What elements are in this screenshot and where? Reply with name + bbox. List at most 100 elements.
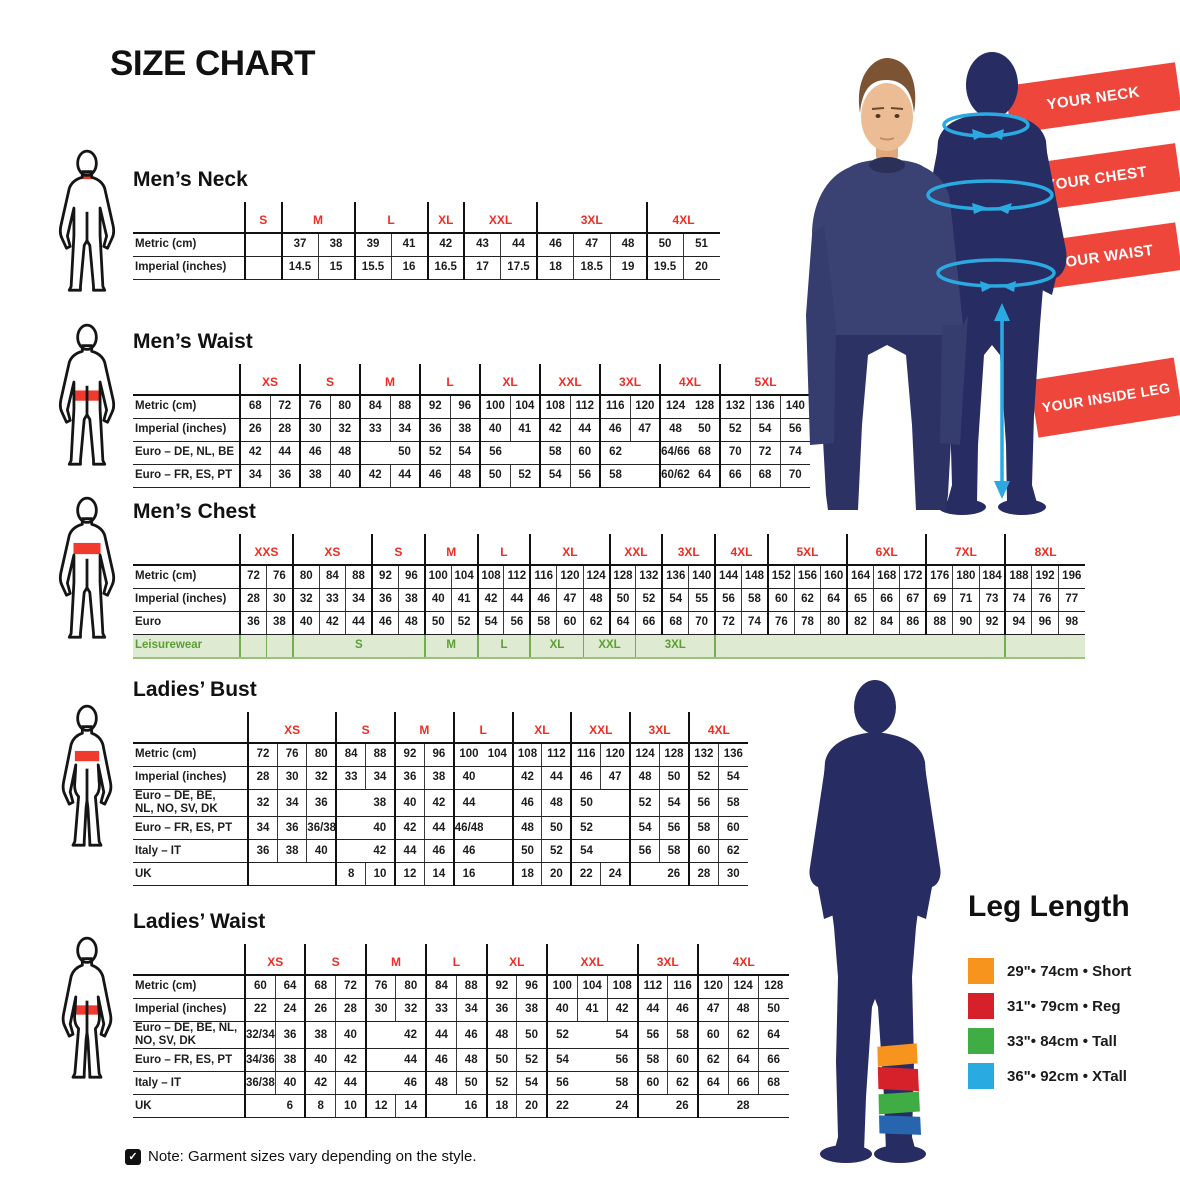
size-cell: 24 — [274, 998, 306, 1022]
size-cell: 172 — [899, 565, 927, 589]
size-cell: 164 — [846, 565, 874, 589]
size-cell: 42 — [511, 766, 542, 790]
size-header: M — [359, 364, 421, 396]
size-cell: 52 — [541, 839, 572, 864]
size-cell: 34 — [455, 998, 487, 1022]
size-cell: 18.5 — [573, 256, 610, 280]
size-cell: 44 — [335, 1071, 366, 1096]
size-cell: 47 — [629, 418, 661, 442]
size-cell: 80 — [291, 565, 320, 589]
size-cell: 56 — [779, 418, 811, 442]
size-cell: 48 — [397, 611, 425, 635]
row-label: Metric (cm) — [133, 395, 240, 419]
size-header-row: XS S M L XL XXL 3XL 4XL — [133, 944, 789, 976]
size-cell: 56 — [569, 464, 601, 488]
size-cell: 92 — [485, 975, 517, 999]
size-cell: 24 — [607, 1094, 638, 1119]
size-header: S — [244, 202, 282, 234]
size-cell: 76 — [766, 611, 795, 635]
size-cell: 42 — [393, 816, 425, 841]
size-header: 7XL — [925, 534, 1006, 566]
size-header: M — [423, 534, 478, 566]
size-cell: 32 — [306, 766, 337, 790]
size-cell: 34 — [247, 816, 278, 841]
measure-arrowheads — [972, 129, 1016, 499]
size-cell: 50 — [485, 1048, 517, 1073]
size-cell: 44 — [395, 1048, 427, 1073]
size-cell: 18 — [485, 1094, 517, 1119]
size-cell: 124 — [659, 395, 691, 419]
size-cell: 66 — [635, 611, 663, 635]
size-cell: 52 — [450, 611, 478, 635]
size-cell — [577, 1094, 608, 1119]
size-cell: 42 — [539, 418, 571, 442]
size-cell: 144 — [714, 565, 742, 589]
size-cell: 38 — [516, 998, 547, 1022]
size-cell: 10 — [335, 1094, 366, 1119]
size-cell: 72 — [335, 975, 366, 999]
table-row: Imperial (inches) 26 28 30 32 33 34 36 38 40 41 42 4… — [133, 418, 811, 442]
size-cell: 46 — [425, 1048, 457, 1073]
size-cell: 60 — [244, 975, 276, 999]
size-cell: 44 — [503, 588, 531, 612]
size-cell: 18 — [511, 862, 542, 887]
size-cell: 36/38 — [306, 816, 337, 841]
size-cell: 33 — [318, 588, 346, 612]
size-cell: 42 — [365, 839, 395, 864]
size-cell — [483, 789, 513, 818]
size-cell: 38 — [304, 1021, 336, 1050]
size-cell: 46 — [529, 588, 557, 612]
size-cell — [696, 1094, 729, 1119]
size-header: L — [425, 944, 487, 976]
size-header: XL — [529, 534, 610, 566]
size-cell: 12 — [364, 1094, 396, 1119]
size-cell: 48 — [727, 998, 759, 1022]
size-cell: 48 — [511, 816, 542, 841]
size-cell: 116 — [599, 395, 631, 419]
size-cell — [483, 862, 513, 887]
size-cell: 16 — [456, 1094, 487, 1119]
size-cell: 60 — [636, 1071, 668, 1096]
size-cell: 30 — [364, 998, 396, 1022]
size-cell: 33 — [425, 998, 457, 1022]
size-cell: 58 — [607, 1071, 638, 1096]
size-header: 3XL — [636, 944, 698, 976]
size-cell: 100 — [423, 565, 452, 589]
size-cell: 34 — [365, 766, 395, 790]
size-header: XS — [291, 534, 372, 566]
table-row: Metric (cm) 37 38 39 41 42 43 44 46 47 48 50 51 — [133, 233, 720, 257]
size-cell: 60/62 — [659, 464, 691, 488]
size-cell: 136 — [749, 395, 781, 419]
size-cell: 50 — [479, 464, 511, 488]
size-cell: 74 — [779, 441, 811, 465]
size-cell: 72 — [714, 611, 742, 635]
size-cell: L — [476, 634, 531, 659]
size-cell: 46 — [395, 1071, 427, 1096]
size-cell: 120 — [600, 743, 631, 767]
size-cell: 37 — [280, 233, 318, 257]
size-cell: 80 — [395, 975, 427, 999]
size-header-row: XS S M L XL XXL 3XL 4XL 5XL — [133, 364, 811, 396]
size-header: 3XL — [629, 712, 689, 744]
size-cell: 96 — [1031, 611, 1059, 635]
size-cell: 112 — [569, 395, 601, 419]
size-cell: 84 — [425, 975, 457, 999]
size-cell: 19.5 — [645, 256, 684, 280]
size-cell: 67 — [899, 588, 927, 612]
size-cell: 26 — [667, 1094, 698, 1119]
size-cell: 56 — [503, 611, 531, 635]
size-cell — [758, 1094, 789, 1119]
size-cell: 44 — [425, 1021, 457, 1050]
leg-band-xtall — [876, 1115, 922, 1135]
size-cell: 76 — [299, 395, 331, 419]
table-row: UK 6 8 10 12 14 16 18 20 22 24 26 28 — [133, 1094, 789, 1119]
size-cell: 52 — [509, 464, 541, 488]
size-cell: 20 — [541, 862, 572, 887]
size-cell: 28 — [269, 418, 301, 442]
size-cell: 96 — [397, 565, 425, 589]
size-cell: 52 — [629, 789, 660, 818]
size-cell: 34 — [389, 418, 421, 442]
table-row: Euro – FR, ES, PT 34 36 38 40 42 44 46 48 50 52 54 5… — [133, 464, 811, 488]
size-cell: 43 — [463, 233, 501, 257]
header-label-cell — [133, 534, 241, 566]
